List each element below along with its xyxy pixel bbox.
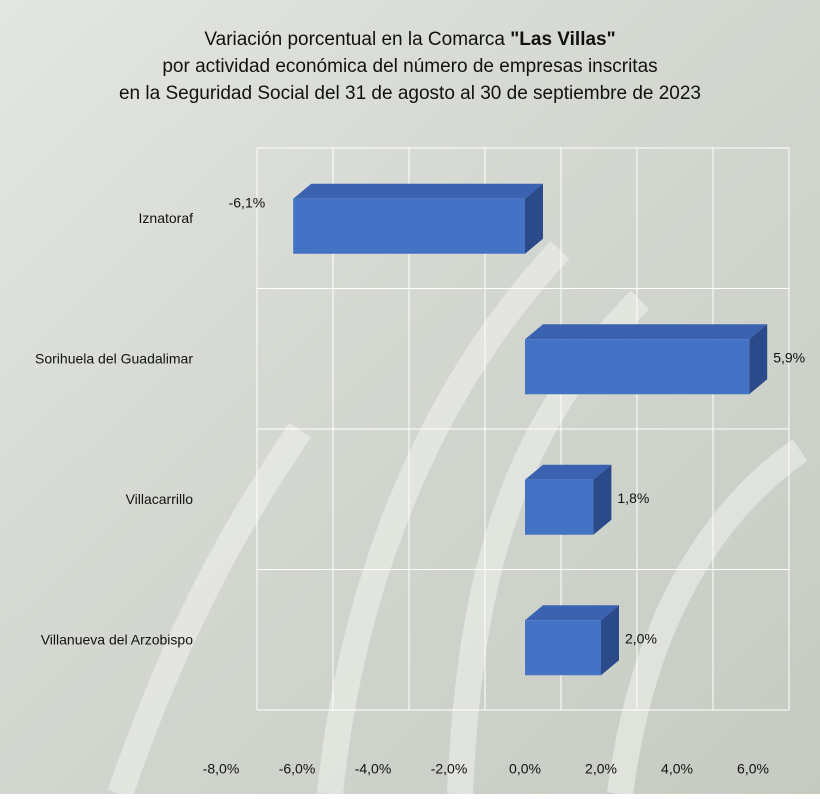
x-tick-label: -8,0%: [203, 761, 240, 777]
bar-front: [525, 339, 750, 395]
bar-side: [749, 324, 768, 395]
bar-top: [293, 183, 543, 199]
title-span: en la Seguridad Social del 31 de agosto …: [119, 83, 701, 104]
bar-front: [525, 620, 601, 676]
y-tick-label: Villanueva del Arzobispo: [41, 631, 194, 647]
value-label: 2,0%: [625, 630, 657, 646]
title-span: Variación porcentual en la Comarca: [204, 29, 510, 50]
y-tick-label: Sorihuela del Guadalimar: [35, 350, 193, 366]
bar-front: [525, 479, 594, 535]
title-span: "Las Villas": [510, 29, 615, 50]
bar: [525, 324, 768, 395]
y-tick-label: Villacarrillo: [126, 491, 194, 507]
x-tick-label: 0,0%: [509, 761, 541, 777]
bar: [525, 605, 619, 676]
value-label: 5,9%: [773, 349, 805, 365]
bar-front: [293, 198, 525, 254]
x-tick-label: -2,0%: [431, 761, 468, 777]
title-line: en la Seguridad Social del 31 de agosto …: [119, 83, 701, 104]
bar: [293, 183, 543, 254]
title-line: por actividad económica del número de em…: [162, 56, 657, 77]
title-span: por actividad económica del número de em…: [162, 56, 657, 77]
x-tick-label: 2,0%: [585, 761, 617, 777]
title-line: Variación porcentual en la Comarca "Las …: [204, 29, 615, 50]
x-tick-label: -6,0%: [279, 761, 316, 777]
bar-side: [593, 464, 612, 535]
bar-top: [525, 324, 768, 340]
x-tick-label: 6,0%: [737, 761, 769, 777]
y-tick-label: Iznatoraf: [139, 210, 194, 226]
value-label: -6,1%: [229, 194, 266, 210]
bar-side: [525, 183, 543, 254]
value-label: 1,8%: [617, 490, 649, 506]
bar-top: [525, 605, 619, 621]
chart-title: Variación porcentual en la Comarca "Las …: [119, 29, 701, 104]
bar-top: [525, 464, 612, 480]
x-tick-label: 4,0%: [661, 761, 693, 777]
bar-side: [601, 605, 619, 676]
x-tick-label: -4,0%: [355, 761, 392, 777]
background-leaves: [107, 241, 808, 799]
bar: [525, 464, 612, 535]
